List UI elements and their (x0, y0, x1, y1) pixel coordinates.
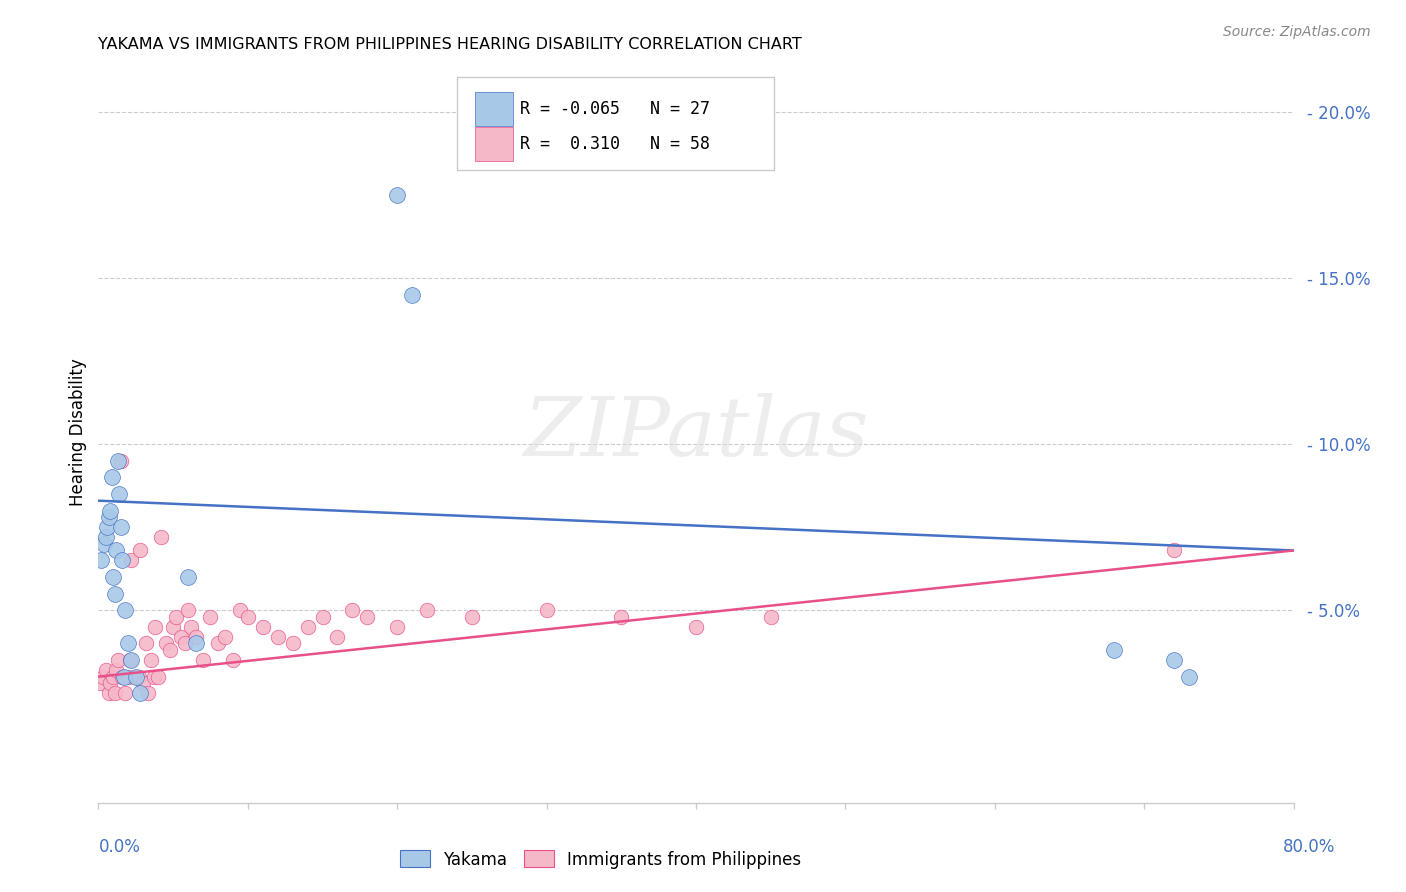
FancyBboxPatch shape (457, 78, 773, 169)
FancyBboxPatch shape (475, 92, 513, 126)
Point (610, 610, 633, 624)
Point (117, 670, 139, 684)
Text: YAKAMA VS IMMIGRANTS FROM PHILIPPINES HEARING DISABILITY CORRELATION CHART: YAKAMA VS IMMIGRANTS FROM PHILIPPINES HE… (98, 37, 803, 52)
Point (132, 676, 155, 690)
Point (105, 543, 128, 558)
Point (416, 603, 439, 617)
Point (267, 630, 290, 644)
Point (1163, 543, 1185, 558)
Point (114, 603, 136, 617)
Point (311, 610, 333, 624)
Point (342, 603, 364, 617)
Point (155, 636, 177, 650)
Point (142, 670, 165, 684)
Point (214, 630, 236, 644)
Point (135, 636, 157, 650)
Point (110, 520, 132, 534)
Point (1104, 643, 1126, 657)
Point (143, 620, 166, 634)
Point (150, 530, 173, 544)
Point (111, 553, 134, 567)
Point (125, 670, 148, 684)
Point (174, 636, 197, 650)
Point (103, 670, 125, 684)
Text: R = -0.065   N = 27: R = -0.065 N = 27 (520, 100, 710, 118)
Point (97, 686, 120, 700)
Point (200, 610, 222, 624)
Point (297, 620, 319, 634)
Point (94, 663, 117, 677)
Point (1163, 653, 1185, 667)
Point (177, 570, 200, 584)
Point (89, 676, 111, 690)
Point (148, 670, 170, 684)
FancyBboxPatch shape (475, 127, 513, 161)
Point (112, 670, 135, 684)
Point (117, 636, 139, 650)
Text: 0.0%: 0.0% (98, 838, 141, 856)
Point (136, 686, 159, 700)
Point (184, 636, 207, 650)
Point (114, 686, 136, 700)
Point (281, 636, 304, 650)
Point (401, 288, 423, 302)
Point (97, 510, 120, 524)
Point (252, 620, 274, 634)
Point (222, 653, 245, 667)
Y-axis label: Hearing Disability: Hearing Disability (69, 359, 87, 507)
Point (103, 570, 125, 584)
Text: Source: ZipAtlas.com: Source: ZipAtlas.com (1223, 25, 1371, 39)
Point (162, 620, 184, 634)
Point (129, 686, 152, 700)
Point (101, 470, 124, 484)
Point (94, 530, 117, 544)
Point (90, 553, 112, 567)
Text: R =  0.310   N = 58: R = 0.310 N = 58 (520, 135, 710, 153)
Point (229, 603, 252, 617)
Point (180, 620, 202, 634)
Point (105, 663, 128, 677)
Point (129, 543, 152, 558)
Point (107, 653, 129, 667)
Point (104, 587, 127, 601)
Point (759, 610, 782, 624)
Point (125, 670, 148, 684)
Point (120, 653, 142, 667)
Point (111, 670, 134, 684)
Point (96, 520, 118, 534)
Point (139, 653, 162, 667)
Point (93, 537, 115, 551)
Point (356, 610, 378, 624)
Point (236, 610, 259, 624)
Text: ZIPatlas: ZIPatlas (523, 392, 869, 473)
Point (184, 630, 207, 644)
Point (98, 676, 122, 690)
Point (104, 686, 127, 700)
Point (98, 503, 122, 517)
Point (385, 620, 409, 634)
Text: 80.0%: 80.0% (1284, 838, 1336, 856)
Point (1178, 670, 1201, 684)
Point (207, 636, 229, 650)
Point (169, 630, 191, 644)
Point (91, 670, 114, 684)
Point (108, 487, 131, 501)
Point (165, 610, 187, 624)
Point (685, 620, 707, 634)
Point (461, 610, 484, 624)
Legend: Yakama, Immigrants from Philippines: Yakama, Immigrants from Philippines (399, 850, 801, 869)
Point (110, 454, 132, 468)
Point (326, 630, 349, 644)
Point (120, 553, 142, 567)
Point (385, 188, 409, 202)
Point (128, 670, 150, 684)
Point (107, 454, 129, 468)
Point (177, 603, 200, 617)
Point (191, 653, 214, 667)
Point (118, 653, 141, 667)
Point (159, 643, 181, 657)
Point (536, 603, 558, 617)
